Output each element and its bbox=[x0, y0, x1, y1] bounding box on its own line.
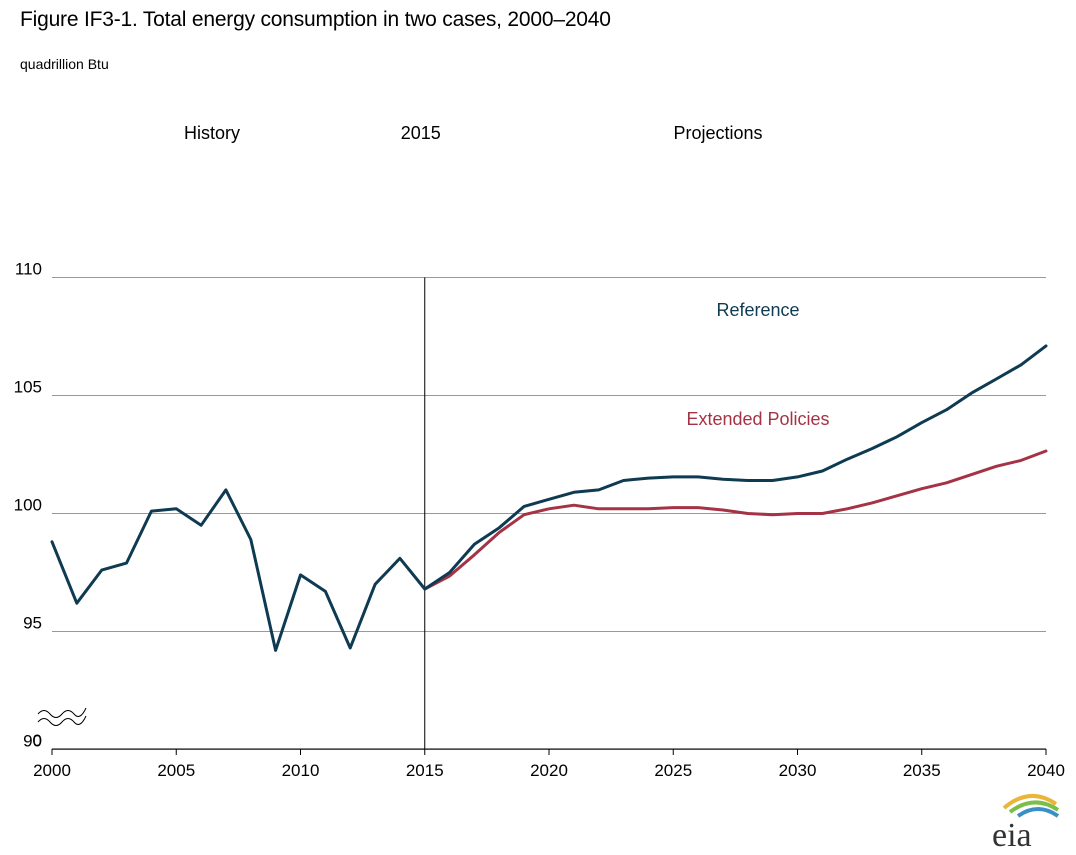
x-tick-label-2030: 2030 bbox=[779, 761, 817, 780]
chart-title: Figure IF3-1. Total energy consumption i… bbox=[20, 8, 611, 31]
x-tick-label-2010: 2010 bbox=[282, 761, 320, 780]
x-tick-label-2025: 2025 bbox=[654, 761, 692, 780]
y-axis-units: quadrillion Btu bbox=[20, 56, 109, 72]
projections-label: Projections bbox=[673, 123, 762, 143]
y-tick-label-110: 110 bbox=[15, 260, 42, 279]
y-tick-label-90: 90 bbox=[23, 732, 42, 751]
series-label-extended-policies: Extended Policies bbox=[686, 409, 829, 429]
series-label-reference: Reference bbox=[716, 300, 799, 320]
series-line-reference bbox=[50, 344, 1048, 652]
x-axis: 2000 2005 2010 2015 2020 2025 2030 2035 2040 bbox=[33, 748, 1065, 780]
series-line-extended-policies bbox=[423, 449, 1048, 591]
axis-break-mark-upper bbox=[37, 707, 87, 718]
divider-label: 2015 bbox=[401, 123, 441, 143]
divider-layer: 2015 History Projections bbox=[184, 123, 763, 749]
eia-logo: eia bbox=[992, 794, 1060, 850]
svg-text:eia: eia bbox=[992, 817, 1032, 850]
y-tick-label-95: 95 bbox=[23, 614, 42, 633]
x-tick-label-2005: 2005 bbox=[157, 761, 195, 780]
axis-break bbox=[37, 707, 87, 726]
x-tick-label-2035: 2035 bbox=[903, 761, 941, 780]
history-label: History bbox=[184, 123, 240, 143]
series-layer bbox=[50, 344, 1048, 652]
x-tick-label-2020: 2020 bbox=[530, 761, 568, 780]
x-tick-label-2015: 2015 bbox=[406, 761, 444, 780]
label-layer: Reference Extended Policies bbox=[686, 300, 829, 429]
x-tick-label-2000: 2000 bbox=[33, 761, 71, 780]
axis-break-mark-lower bbox=[37, 715, 87, 726]
y-tick-label-100: 100 bbox=[14, 496, 42, 515]
y-tick-label-105: 105 bbox=[14, 378, 42, 397]
y-tick-label-0: 0 bbox=[33, 731, 42, 750]
x-tick-label-2040: 2040 bbox=[1027, 761, 1065, 780]
